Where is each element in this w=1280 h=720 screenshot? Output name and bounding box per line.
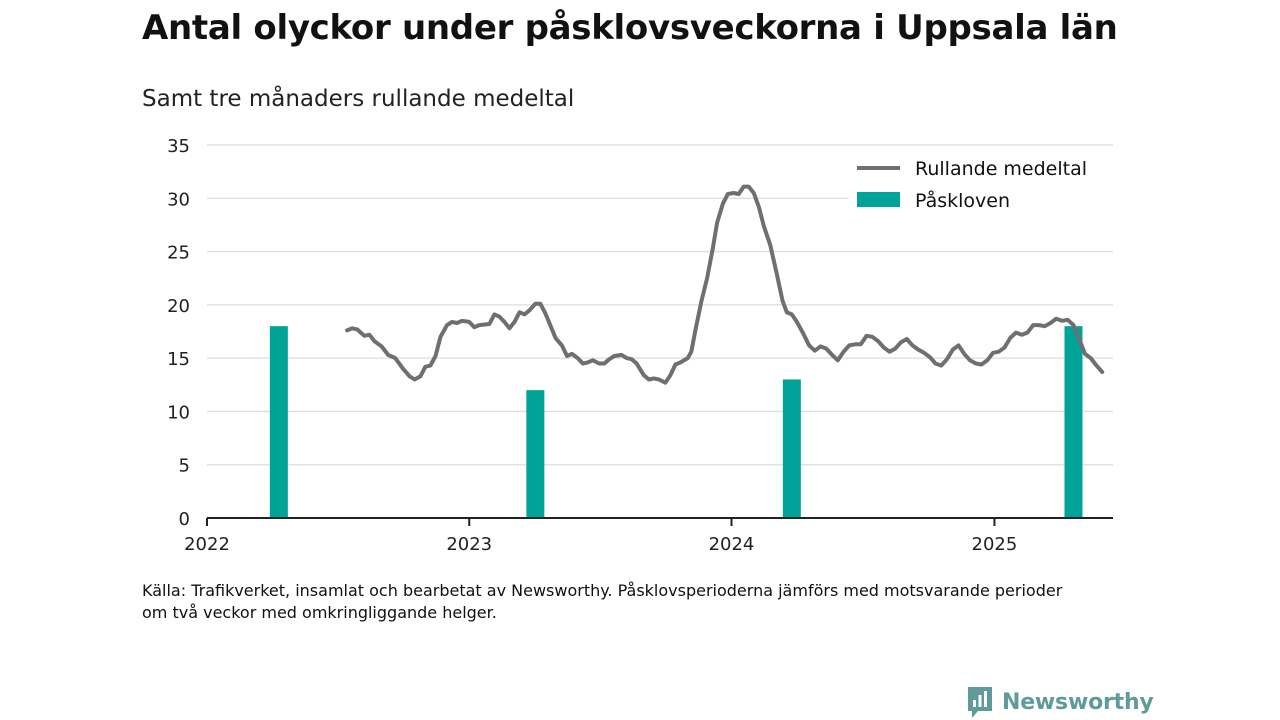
y-tick-label: 30: [167, 189, 190, 210]
legend: Rullande medeltal Påskloven: [848, 150, 1113, 214]
bar-layer: [269, 326, 1083, 518]
x-tick-label: 2022: [184, 534, 230, 555]
chart-title: Antal olyckor under påsklovsveckorna i U…: [142, 8, 1118, 48]
bar-paskloven: [1064, 326, 1083, 518]
source-note: Källa: Trafikverket, insamlat och bearbe…: [142, 580, 1082, 624]
y-tick-label: 35: [167, 136, 190, 157]
legend-bar-swatch: [857, 192, 900, 207]
legend-label-rullande: Rullande medeltal: [915, 158, 1087, 180]
y-tick-label: 10: [167, 402, 190, 423]
x-tick-label: 2024: [709, 534, 755, 555]
y-tick-label: 15: [167, 349, 190, 370]
brand-logo[interactable]: Newsworthy: [966, 684, 1154, 720]
brand-name: Newsworthy: [1002, 689, 1154, 715]
y-tick-label: 20: [167, 296, 190, 317]
legend-label-paskloven: Påskloven: [915, 189, 1010, 212]
bar-paskloven: [782, 379, 801, 518]
chart-subtitle: Samt tre månaders rullande medeltal: [142, 86, 575, 112]
y-tick-label: 25: [167, 243, 190, 264]
newsworthy-logo-icon: [968, 687, 992, 718]
y-tick-label: 5: [179, 456, 190, 477]
x-tick-label: 2023: [446, 534, 492, 555]
x-tick-label: 2025: [972, 534, 1018, 555]
y-tick-label: 0: [179, 509, 190, 530]
line-layer: [345, 184, 1105, 385]
bar-paskloven: [526, 390, 545, 518]
bar-paskloven: [269, 326, 288, 518]
source-line-2: om två veckor med omkringliggande helger…: [142, 603, 497, 622]
line-rullande-medeltal: [345, 184, 1105, 385]
source-line-1: Källa: Trafikverket, insamlat och bearbe…: [142, 581, 1063, 600]
